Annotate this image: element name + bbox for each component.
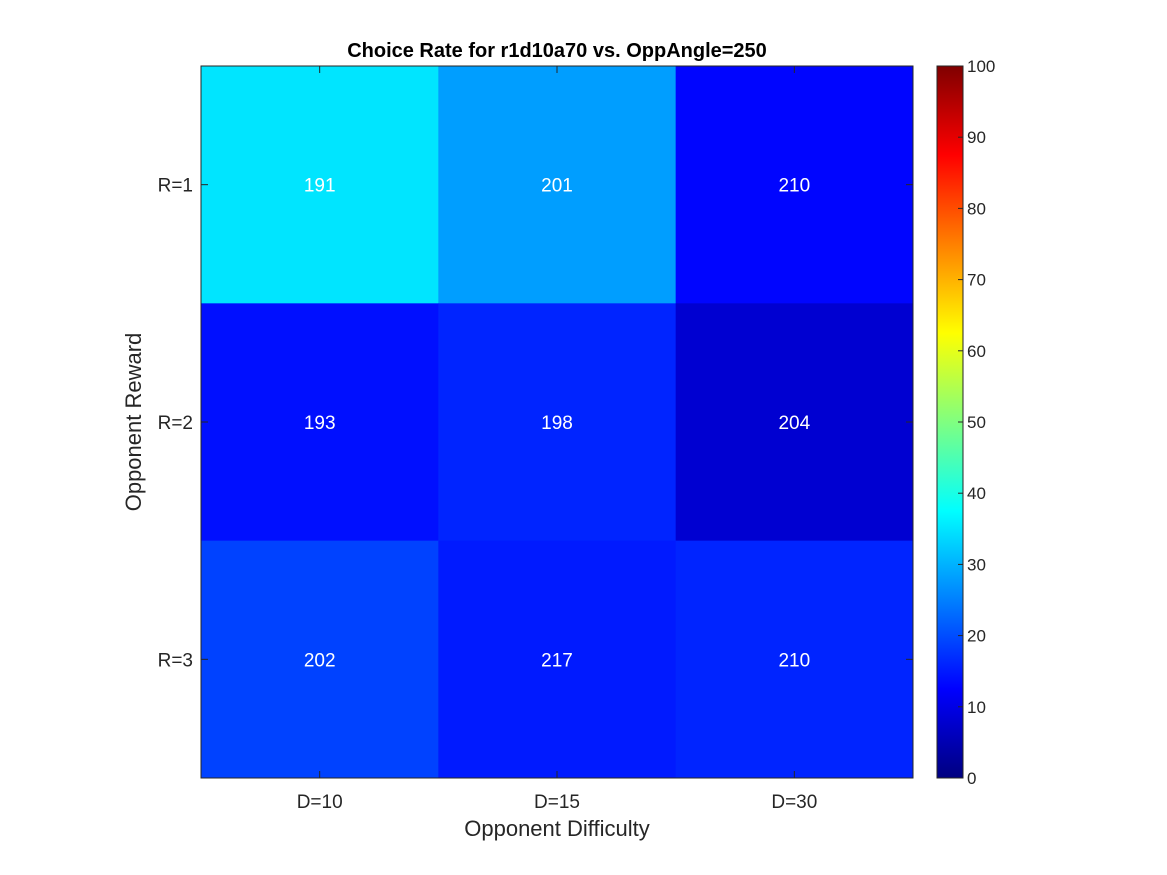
heatmap-cells: [201, 66, 914, 779]
cell-value-label: 202: [304, 650, 336, 671]
cell-value-label: 217: [541, 650, 573, 671]
chart-title: Choice Rate for r1d10a70 vs. OppAngle=25…: [347, 40, 767, 62]
x-tick-label: D=15: [534, 792, 580, 813]
heatmap-cell: [201, 66, 439, 304]
colorbar-tick-label: 60: [967, 342, 986, 361]
colorbar-tick-label: 100: [967, 57, 995, 76]
colorbar: 0 10 20 30 40 50 60 70 80 90 100: [936, 57, 995, 788]
cell-value-label: 204: [778, 413, 810, 434]
colorbar-tick-label: 90: [967, 128, 986, 147]
colorbar-tick-label: 50: [967, 413, 986, 432]
colorbar-tick-label: 40: [967, 484, 986, 503]
colorbar-tick-label: 20: [967, 627, 986, 646]
heatmap-cell: [201, 540, 439, 779]
colorbar-tick-label: 0: [967, 769, 976, 788]
heatmap-cell: [438, 303, 677, 542]
colorbar-tick-label: 70: [967, 271, 986, 290]
x-axis-label: Opponent Difficulty: [464, 816, 649, 841]
heatmap-cell: [438, 66, 677, 304]
x-tick-label: D=10: [297, 792, 343, 813]
cell-value-label: 193: [304, 413, 336, 434]
cell-value-labels: 191 201 210 193 198 204 202 217 210: [304, 176, 811, 672]
colorbar-tick-label: 10: [967, 698, 986, 717]
heatmap-cell: [675, 303, 914, 542]
cell-value-label: 198: [541, 413, 573, 434]
colorbar-tick-label: 30: [967, 555, 986, 574]
x-tick-label: D=30: [771, 792, 817, 813]
heatmap-cell: [675, 540, 914, 779]
y-tick-label: R=1: [158, 176, 193, 197]
cell-value-label: 191: [304, 176, 336, 197]
cell-value-label: 210: [778, 176, 810, 197]
axes: D=10 D=15 D=30 R=1 R=2 R=3: [158, 65, 914, 813]
y-tick-label: R=2: [158, 413, 193, 434]
y-tick-label: R=3: [158, 650, 193, 671]
cell-value-label: 210: [778, 650, 810, 671]
heatmap-cell: [438, 540, 677, 779]
cell-value-label: 201: [541, 176, 573, 197]
heatmap-cell: [675, 66, 914, 304]
heatmap-cell: [201, 303, 439, 542]
y-axis-label: Opponent Reward: [121, 333, 146, 512]
colorbar-tick-label: 80: [967, 199, 986, 218]
